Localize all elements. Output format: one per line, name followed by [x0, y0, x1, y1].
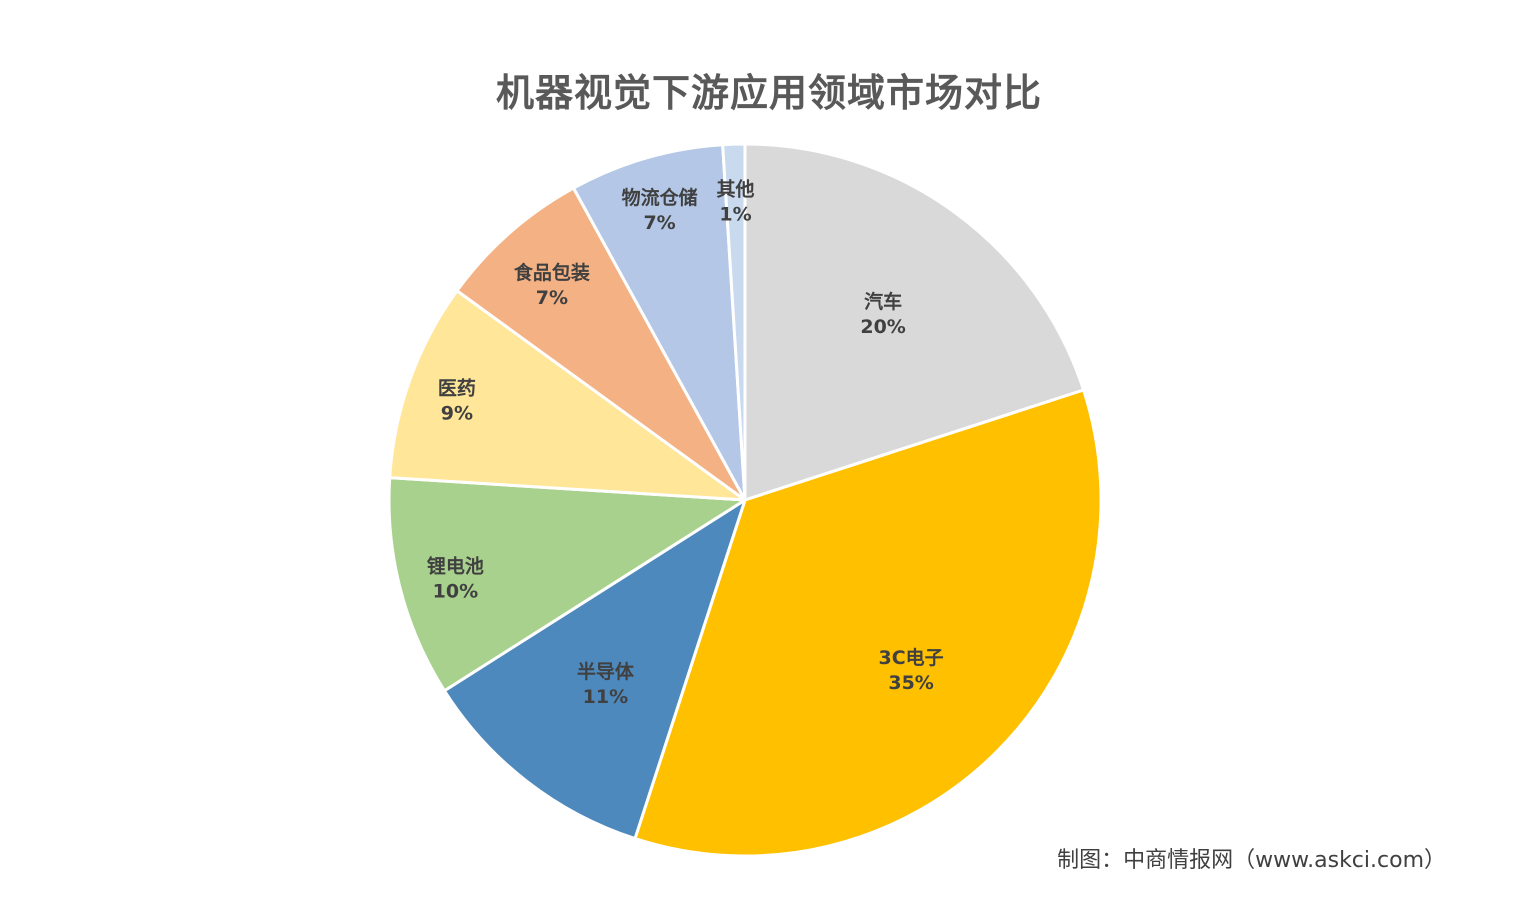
slice-category-label: 3C电子 [879, 646, 944, 669]
slice-category-label: 汽车 [864, 290, 902, 313]
slice-value-label: 1% [719, 204, 751, 226]
slice-category-label: 物流仓储 [622, 186, 698, 209]
pie-slice [743, 142, 1086, 502]
chart-title: 机器视觉下游应用领域市场对比 [495, 71, 1042, 115]
slice-value-label: 7% [536, 287, 568, 309]
pie-slice [633, 388, 1103, 858]
pie-slices [387, 142, 1103, 858]
slice-value-label: 11% [583, 686, 628, 708]
slice-value-label: 7% [643, 212, 675, 234]
pie-slice [388, 289, 747, 502]
slice-value-label: 20% [860, 316, 905, 338]
pie-slice [442, 498, 747, 841]
slice-category-label: 其他 [716, 178, 754, 201]
pie-slice [572, 143, 747, 502]
slice-value-label: 10% [433, 580, 478, 602]
slice-category-label: 医药 [438, 376, 476, 399]
pie-labels: 汽车 20% 3C电子 35% 半导体 11% 锂电池 10% 医药 9% 食品包装 7% 物流仓储 7%… [427, 178, 944, 709]
source-note: 制图：中商情报网（www.askci.com） [1057, 848, 1446, 873]
slice-category-label: 半导体 [577, 660, 635, 683]
pie-slice [455, 186, 747, 502]
slice-category-label: 食品包装 [514, 261, 590, 284]
slice-value-label: 9% [441, 402, 473, 424]
pie-slice [721, 142, 747, 502]
slice-value-label: 35% [888, 672, 933, 694]
pie-slice [387, 476, 747, 693]
slice-category-label: 锂电池 [427, 554, 484, 577]
